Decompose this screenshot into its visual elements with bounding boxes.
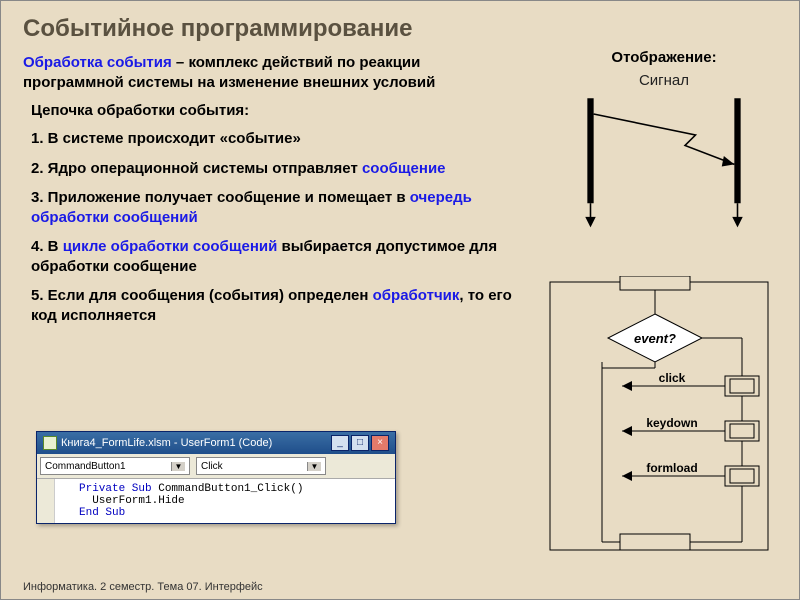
event-dropdown[interactable]: Click▼ xyxy=(196,457,326,475)
window-titlebar[interactable]: Книга4_FormLife.xlsm - UserForm1 (Code) … xyxy=(37,432,395,454)
signal-diagram: Отображение: Сигнал xyxy=(559,49,769,235)
step-3: 3. Приложение получает сообщение и помещ… xyxy=(31,188,531,227)
chevron-down-icon: ▼ xyxy=(171,462,185,471)
flowchart: event? click keydown xyxy=(542,276,777,556)
definition-text: Обработка события – комплекс действий по… xyxy=(23,53,503,92)
step-4: 4. В цикле обработки сообщений выбираетс… xyxy=(31,237,531,276)
close-button[interactable]: × xyxy=(371,435,389,451)
code-toolbar: CommandButton1▼ Click▼ xyxy=(37,454,395,479)
svg-text:keydown: keydown xyxy=(646,416,697,430)
code-window: Книга4_FormLife.xlsm - UserForm1 (Code) … xyxy=(36,431,396,524)
page-title: Событийное программирование xyxy=(23,15,777,43)
signal-title: Отображение: xyxy=(559,49,769,66)
event-branch-click: click xyxy=(622,371,759,396)
step-5: 5. Если для сообщения (события) определе… xyxy=(31,286,531,325)
footer-text: Информатика. 2 семестр. Тема 07. Интерфе… xyxy=(23,581,263,593)
step-1: 1. В системе происходит «событие» xyxy=(31,129,531,149)
window-title-text: Книга4_FormLife.xlsm - UserForm1 (Code) xyxy=(61,437,272,449)
event-branch-keydown: keydown xyxy=(622,416,759,441)
chevron-down-icon: ▼ xyxy=(307,462,321,471)
definition-highlight: Обработка события xyxy=(23,54,172,71)
code-area[interactable]: Private Sub CommandButton1_Click() UserF… xyxy=(37,479,395,523)
signal-label: Сигнал xyxy=(559,72,769,89)
event-branch-formload: formload xyxy=(622,461,759,486)
step-2: 2. Ядро операционной системы отправляет … xyxy=(31,159,531,179)
signal-svg xyxy=(559,93,769,230)
minimize-button[interactable]: _ xyxy=(331,435,349,451)
maximize-button[interactable]: □ xyxy=(351,435,369,451)
svg-text:formload: formload xyxy=(646,461,697,475)
decision-label: event? xyxy=(634,331,676,346)
svg-text:click: click xyxy=(659,371,686,385)
object-dropdown[interactable]: CommandButton1▼ xyxy=(40,457,190,475)
vba-file-icon xyxy=(43,436,57,450)
